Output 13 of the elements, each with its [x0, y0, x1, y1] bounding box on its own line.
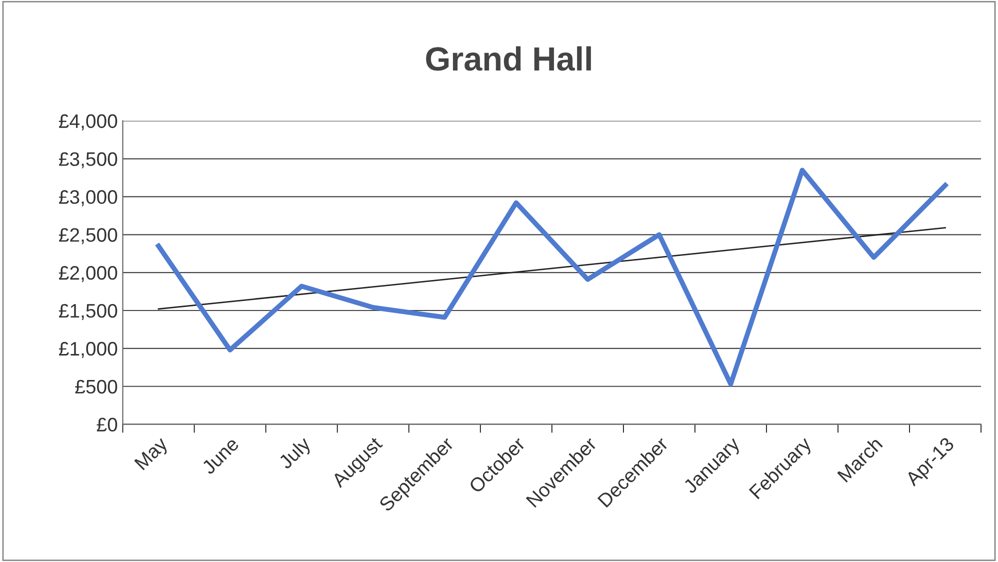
y-tick-label: £0: [96, 418, 118, 432]
y-tick-label: £1,000: [58, 342, 118, 358]
y-tick-label: £1,500: [58, 304, 118, 320]
y-tick-label: £3,000: [58, 190, 118, 206]
y-tick-label: £4,000: [58, 114, 118, 130]
x-tick-label: July: [277, 435, 314, 472]
x-tick-label: May: [134, 436, 172, 474]
line-series: [156, 168, 948, 387]
y-tick-label: £500: [75, 380, 118, 394]
y-tick-label: £3,500: [58, 152, 118, 168]
y-tick-label: £2,500: [58, 228, 118, 244]
y-tick-label: £2,000: [58, 266, 118, 282]
chart-title: Grand Hall: [426, 46, 591, 71]
